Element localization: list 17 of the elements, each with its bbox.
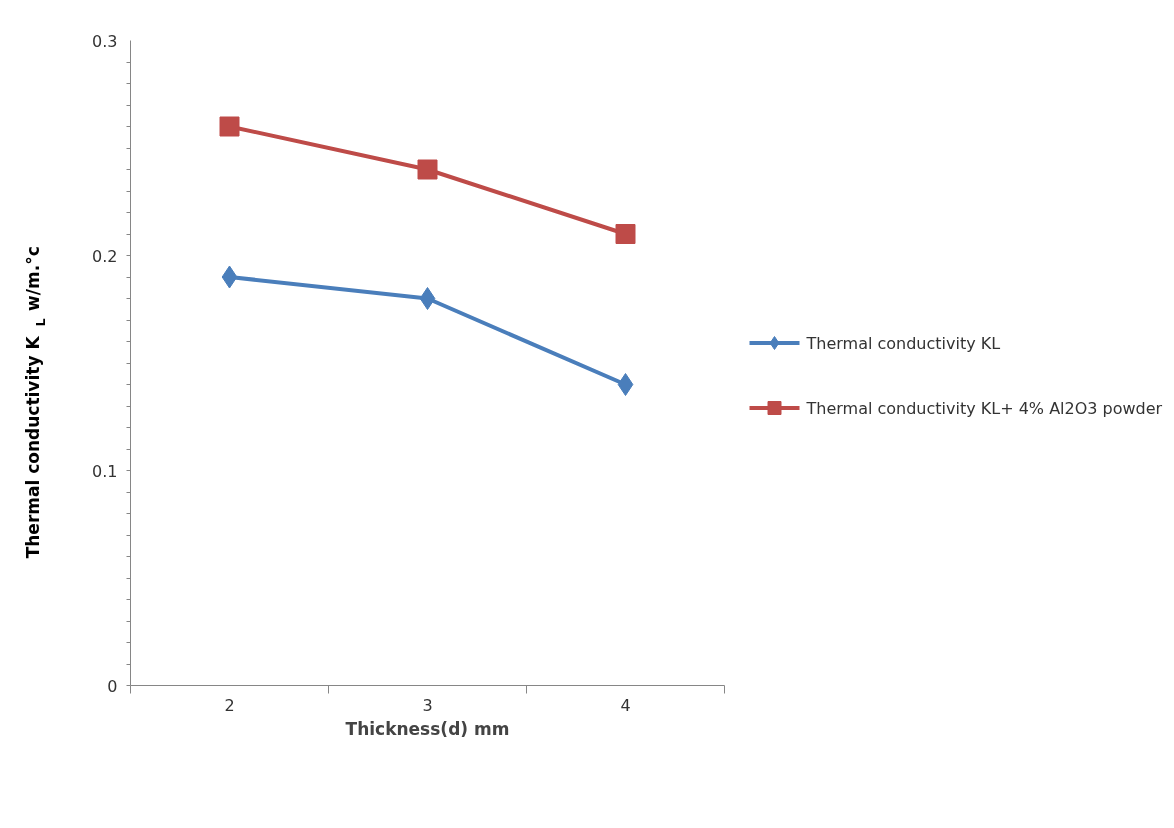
- x-tick-label: 2: [224, 695, 235, 715]
- x-axis-title: Thickness(d) mm: [345, 718, 510, 739]
- point: [219, 116, 240, 137]
- x-tick-label: 3: [422, 695, 433, 715]
- legend-label: Thermal conductivity KL: [805, 333, 1001, 353]
- point: [617, 373, 634, 396]
- y-tick-label: 0: [107, 676, 118, 696]
- y-axis-title: Thermal conductivity KL w/m.°c: [22, 246, 48, 559]
- y-tick-label: 0.3: [92, 31, 118, 51]
- point: [417, 159, 438, 180]
- point: [221, 265, 238, 289]
- y-tick-label: 0.1: [92, 461, 118, 481]
- point: [615, 224, 636, 244]
- x-tick-label: 4: [620, 695, 631, 715]
- legend-label: Thermal conductivity KL+ 4% Al2O3 powder: [805, 398, 1163, 418]
- y-tick-label: 0.2: [92, 246, 118, 266]
- point: [419, 287, 436, 310]
